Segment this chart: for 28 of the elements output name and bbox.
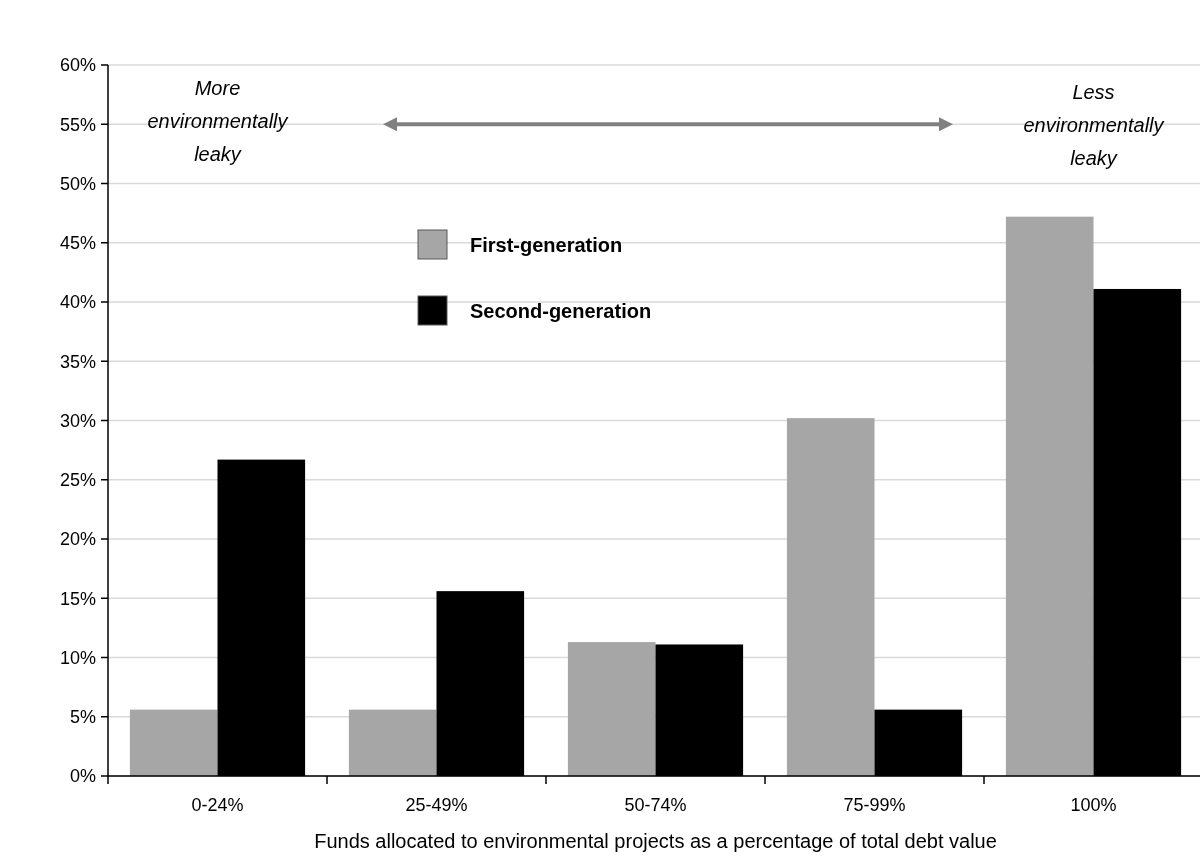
x-tick-label: 50-74% — [624, 795, 687, 815]
y-tick-label: 5% — [69, 707, 96, 728]
y-tick-label: 45% — [59, 233, 96, 254]
bar — [567, 642, 656, 776]
y-tick-label: 15% — [59, 588, 96, 609]
bar — [786, 418, 875, 776]
y-tick-label: 40% — [59, 292, 96, 313]
x-tick-label: 0-24% — [191, 795, 244, 815]
x-tick-label: 75-99% — [843, 795, 906, 815]
x-tick-label: 100% — [1070, 795, 1117, 815]
y-tick-label: 25% — [59, 470, 96, 491]
y-tick-label: 30% — [59, 410, 96, 431]
annotation: Less environmentally leaky — [1023, 81, 1165, 169]
x-axis-title: Funds allocated to environmental projects as a percentage of total debt value — [314, 830, 997, 852]
legend-label: Second-generation — [470, 300, 652, 322]
bar — [1005, 216, 1094, 776]
bar — [348, 709, 437, 776]
y-tick-label: 0% — [69, 766, 96, 787]
annotation: More environmentally leaky — [147, 77, 289, 165]
y-tick-label: 60% — [59, 55, 96, 76]
y-tick-label: 35% — [59, 351, 96, 372]
y-tick-label: 55% — [59, 114, 96, 135]
y-tick-label: 20% — [59, 529, 96, 550]
bar — [129, 709, 218, 776]
y-tick-label: 50% — [59, 173, 96, 194]
x-tick-label: 25-49% — [405, 795, 468, 815]
legend-label: First-generation — [470, 234, 623, 256]
y-tick-label: 10% — [59, 647, 96, 668]
